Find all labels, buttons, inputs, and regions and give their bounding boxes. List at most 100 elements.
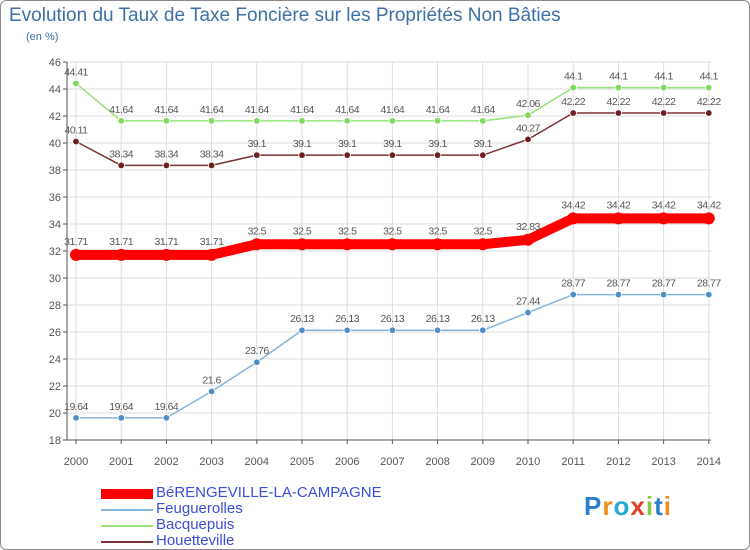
legend-swatch xyxy=(101,489,153,499)
x-tick-label: 2012 xyxy=(606,456,630,468)
data-label: 44.1 xyxy=(700,71,719,83)
data-label: 34.42 xyxy=(561,199,585,211)
legend-label: Houetteville xyxy=(156,532,235,549)
logo-letter: P xyxy=(584,491,603,521)
logo-letter: o xyxy=(613,491,631,521)
data-label: 41.64 xyxy=(200,104,224,116)
data-point xyxy=(705,83,713,92)
data-point xyxy=(431,238,444,251)
data-point xyxy=(433,117,442,125)
data-label: 41.64 xyxy=(290,104,314,116)
data-label: 31.71 xyxy=(200,236,224,248)
data-label: 26.13 xyxy=(426,313,450,325)
x-tick-label: 2000 xyxy=(64,456,88,468)
y-tick-label: 44 xyxy=(49,84,61,96)
data-label: 32.5 xyxy=(383,225,402,237)
data-label: 44.1 xyxy=(654,71,673,83)
data-point xyxy=(207,117,216,125)
data-point xyxy=(386,238,399,251)
data-label: 41.64 xyxy=(426,104,450,116)
data-point xyxy=(479,326,487,334)
data-point xyxy=(569,83,577,92)
y-tick-label: 34 xyxy=(49,219,61,231)
data-point xyxy=(343,117,351,125)
data-point xyxy=(298,151,306,159)
data-label: 32.5 xyxy=(338,225,357,237)
data-point xyxy=(614,83,623,92)
data-point xyxy=(657,212,670,225)
data-label: 28.77 xyxy=(607,278,631,290)
data-point xyxy=(479,151,487,159)
x-tick-label: 2001 xyxy=(109,456,133,468)
data-label: 42.22 xyxy=(697,96,721,108)
data-point xyxy=(659,109,668,117)
data-point xyxy=(298,117,306,125)
data-label: 19.64 xyxy=(155,401,179,413)
data-point xyxy=(524,135,532,144)
data-point xyxy=(117,414,125,422)
data-label: 28.77 xyxy=(697,278,721,290)
y-tick-label: 22 xyxy=(49,381,61,393)
data-point xyxy=(253,358,261,366)
proxiti-logo: Proxiti xyxy=(584,491,672,522)
x-tick-label: 2011 xyxy=(561,456,585,468)
legend-label: BéRENGEVILLE-LA-CAMPAGNE xyxy=(156,484,382,501)
data-point xyxy=(205,248,218,261)
y-tick-label: 30 xyxy=(49,273,61,285)
data-label: 26.13 xyxy=(471,313,495,325)
legend-swatch xyxy=(101,509,153,511)
data-label: 40.11 xyxy=(65,125,89,137)
data-label: 44.1 xyxy=(564,71,583,83)
data-label: 34.42 xyxy=(607,199,631,211)
data-point xyxy=(614,109,623,117)
data-label: 42.06 xyxy=(516,98,540,110)
data-label: 38.34 xyxy=(109,148,133,160)
data-label: 38.34 xyxy=(200,148,224,160)
data-label: 38.34 xyxy=(155,148,179,160)
data-label: 31.71 xyxy=(64,236,88,248)
data-point xyxy=(702,212,715,225)
data-label: 32.5 xyxy=(428,225,447,237)
data-point xyxy=(612,212,625,225)
data-point xyxy=(614,290,623,299)
x-tick-label: 2010 xyxy=(516,456,540,468)
legend-swatch xyxy=(101,525,153,527)
data-label: 32.5 xyxy=(248,225,267,237)
data-point xyxy=(524,308,532,317)
logo-letter: r xyxy=(602,491,614,521)
data-label: 41.64 xyxy=(109,104,133,116)
data-label: 39.1 xyxy=(428,138,447,150)
data-label: 39.1 xyxy=(474,138,493,150)
logo-letter: i xyxy=(663,491,672,521)
data-point xyxy=(705,109,713,117)
data-point xyxy=(388,117,397,125)
chart-title: Evolution du Taux de Taxe Foncière sur l… xyxy=(9,5,561,26)
data-point xyxy=(117,117,125,125)
data-label: 42.22 xyxy=(561,96,585,108)
data-label: 28.77 xyxy=(561,278,585,290)
data-point xyxy=(72,79,80,88)
data-point xyxy=(117,161,125,170)
legend-swatch xyxy=(101,541,153,543)
data-label: 39.1 xyxy=(293,138,312,150)
x-tick-label: 2005 xyxy=(290,456,314,468)
unit-label: (en %) xyxy=(26,31,59,43)
y-tick-label: 24 xyxy=(49,354,61,366)
data-point xyxy=(207,387,216,396)
data-point xyxy=(207,161,216,170)
y-tick-label: 40 xyxy=(49,138,61,150)
data-point xyxy=(115,248,128,261)
data-label: 26.13 xyxy=(290,313,314,325)
data-label: 42.22 xyxy=(652,96,676,108)
data-point xyxy=(705,290,713,299)
data-label: 26.13 xyxy=(335,313,359,325)
legend-label: Feuguerolles xyxy=(156,500,243,517)
data-point xyxy=(476,238,489,251)
data-point xyxy=(72,414,80,422)
data-point xyxy=(388,151,397,159)
y-tick-label: 28 xyxy=(49,300,61,312)
data-point xyxy=(72,137,80,146)
data-label: 19.64 xyxy=(109,401,133,413)
data-label: 23.76 xyxy=(245,345,269,357)
